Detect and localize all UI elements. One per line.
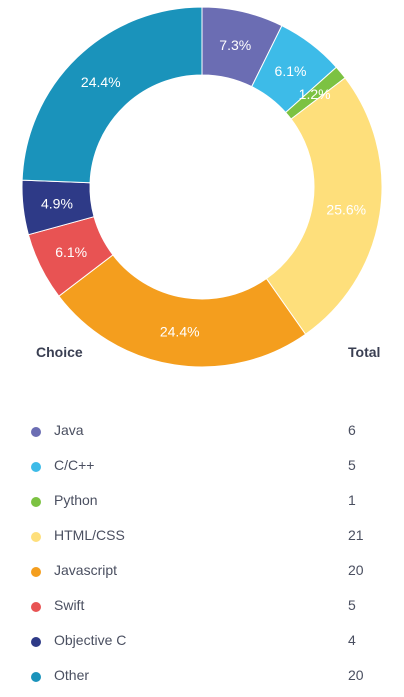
legend-value: 20 [348,667,364,683]
slice-label-html-css: 25.6% [326,201,366,217]
legend-label: Java [54,422,84,438]
legend-item-objective-c: Objective C 4 [0,625,404,660]
donut-labels: 7.3% 6.1% 1.2% 25.6% 24.4% 6.1% 4.9% 24.4% [41,37,366,339]
legend-list: Java 6 C/C++ 5 Python 1 HTML/CSS 21 Javascript 20… [0,415,404,695]
legend-value: 5 [348,597,356,613]
legend-dot-icon [31,637,41,647]
legend-value: 6 [348,422,356,438]
legend-dot-icon [31,462,41,472]
slice-html-css [265,77,383,335]
legend-item-javascript: Javascript 20 [0,555,404,590]
slice-javascript [58,254,307,368]
slice-label-c-c-: 6.1% [275,63,307,79]
legend-dot-icon [31,567,41,577]
choice-header: Choice [36,344,83,360]
slice-label-python: 1.2% [299,86,331,102]
legend-label: HTML/CSS [54,527,125,543]
legend-label: Objective C [54,632,127,648]
legend-dot-icon [31,672,41,682]
slice-other [21,6,203,184]
legend-dot-icon [31,497,41,507]
legend-value: 21 [348,527,364,543]
legend-item-html-css: HTML/CSS 21 [0,520,404,555]
slice-label-java: 7.3% [219,37,251,53]
legend-item-c-c-: C/C++ 5 [0,450,404,485]
slice-label-swift: 6.1% [55,244,87,260]
legend-item-swift: Swift 5 [0,590,404,625]
legend-dot-icon [31,532,41,542]
legend-value: 4 [348,632,356,648]
legend-item-other: Other 20 [0,660,404,695]
legend-label: Javascript [54,562,118,578]
legend-label: Other [54,667,90,683]
legend-dot-icon [31,427,41,437]
donut-chart: 7.3% 6.1% 1.2% 25.6% 24.4% 6.1% 4.9% 24.4% [21,6,383,368]
legend-item-python: Python 1 [0,485,404,520]
slice-label-objective-c: 4.9% [41,196,73,212]
legend-label: Swift [54,597,85,613]
legend-item-java: Java 6 [0,415,404,450]
legend-label: C/C++ [54,457,95,473]
legend-dot-icon [31,602,41,612]
donut-slices [21,6,383,368]
slice-label-javascript: 24.4% [160,323,200,339]
slice-label-other: 24.4% [81,74,121,90]
total-header: Total [348,344,381,360]
legend-value: 1 [348,492,356,508]
legend-label: Python [54,492,98,508]
legend-value: 5 [348,457,356,473]
legend-value: 20 [348,562,364,578]
